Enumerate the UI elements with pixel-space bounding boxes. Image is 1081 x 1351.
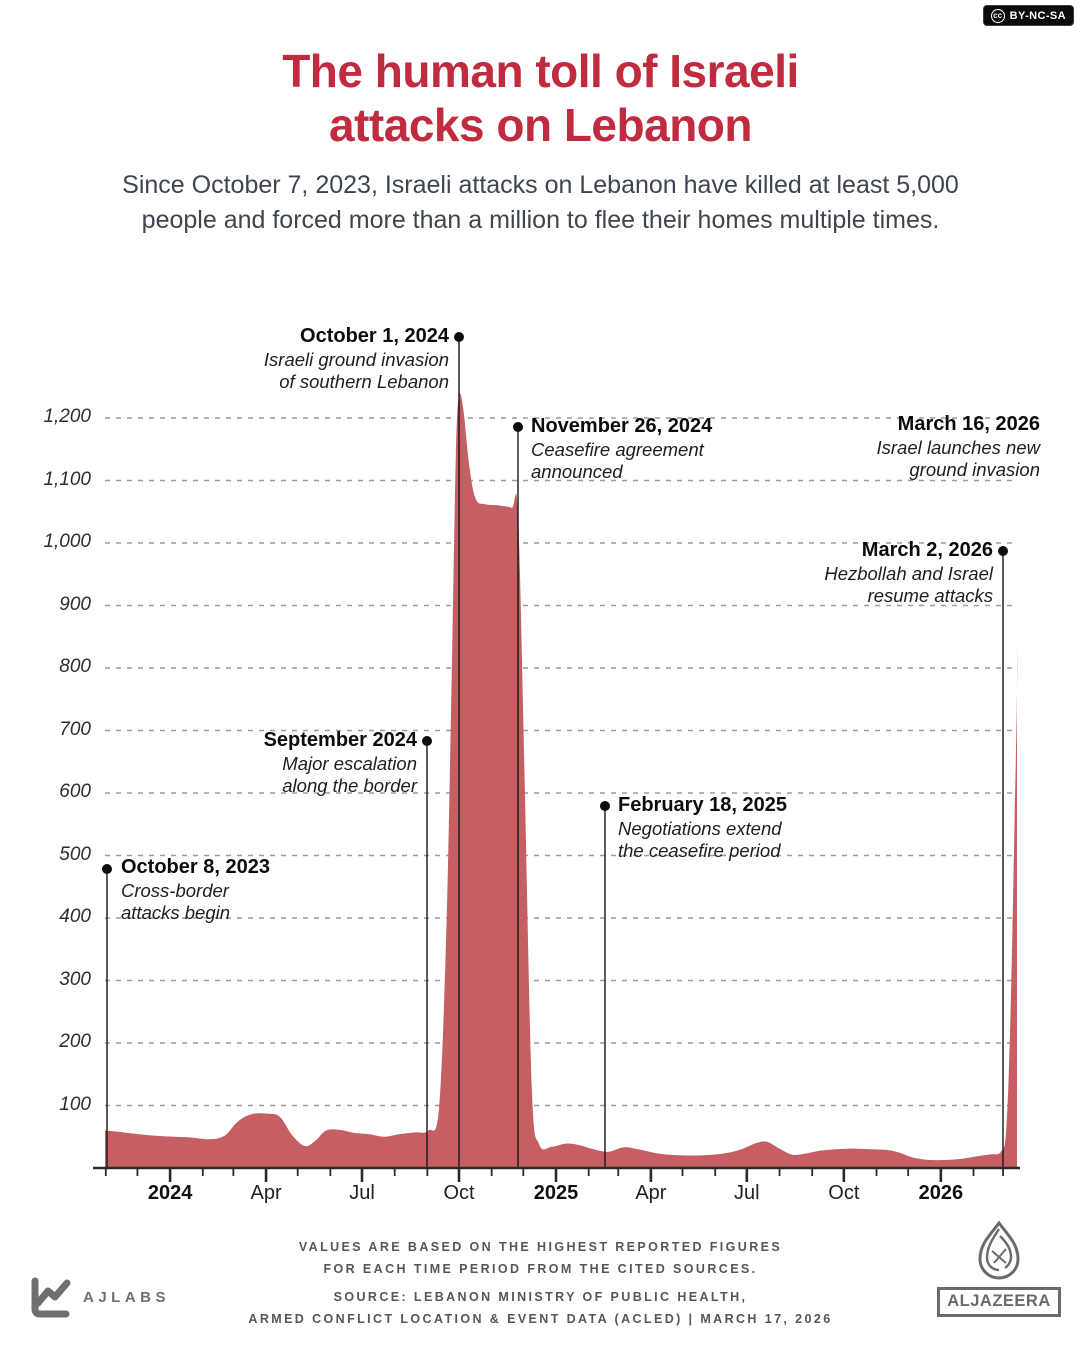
y-axis-label: 200 xyxy=(59,1031,91,1052)
annotation-text: Cross-border xyxy=(121,880,229,901)
aljazeera-logo: ALJAZEERA xyxy=(937,1221,1061,1317)
y-axis-label: 1,200 xyxy=(43,406,91,427)
y-axis-label: 1,100 xyxy=(43,468,91,490)
y-axis-label: 500 xyxy=(59,843,91,865)
annotation-text: Major escalation xyxy=(282,753,417,774)
annotation-mar2-2026: March 2, 2026 Hezbollah and Israel resume … xyxy=(824,538,993,606)
annotation-date: October 8, 2023 xyxy=(121,856,270,878)
y-axis-label: 300 xyxy=(59,968,91,990)
ajlabs-logo: AJLABS xyxy=(28,1276,170,1318)
title-line-2: attacks on Lebanon xyxy=(329,99,752,151)
annotation-oct1-2024: October 1, 2024 Israeli ground invasion of… xyxy=(264,324,449,392)
annotation-text: along the border xyxy=(282,774,417,796)
ajlabs-label: AJLABS xyxy=(83,1288,171,1306)
source-line-1: SOURCE: LEBANON MINISTRY OF PUBLIC HEALT… xyxy=(333,1290,748,1304)
annotation-text: Israeli ground invasion xyxy=(263,349,449,370)
annotation-nov26-2024: November 26, 2024 Ceasefire agreement anno… xyxy=(531,414,712,482)
y-axis-label: 400 xyxy=(59,906,91,927)
cc-license-badge[interactable]: cc BY-NC-SA xyxy=(982,5,1074,26)
subtitle-line-1: Since October 7, 2023, Israeli attacks o… xyxy=(122,171,959,199)
annotation-text: resume attacks xyxy=(867,584,993,606)
x-axis-label: Oct xyxy=(443,1182,475,1204)
cc-license-label: BY-NC-SA xyxy=(1009,9,1066,22)
y-axis-label: 900 xyxy=(59,593,91,615)
y-axis-label: 600 xyxy=(59,781,91,802)
annotation-text: Ceasefire agreement xyxy=(531,439,704,460)
x-axis-label: 2025 xyxy=(533,1182,579,1204)
x-axis-label: 2024 xyxy=(147,1182,193,1204)
y-axis-label: 800 xyxy=(59,656,91,677)
annotation-text: of southern Lebanon xyxy=(279,370,449,392)
title-line-1: The human toll of Israeli xyxy=(282,45,799,97)
y-axis-label: 1,000 xyxy=(43,531,91,552)
x-axis-label: Jul xyxy=(734,1182,760,1204)
annotation-text: announced xyxy=(531,460,623,482)
annotation-text: Israel launches new xyxy=(876,437,1040,458)
annotation-text: attacks begin xyxy=(121,901,231,923)
subtitle: Since October 7, 2023, Israeli attacks o… xyxy=(0,168,1081,238)
annotation-sep-2024: September 2024 Major escalation along the … xyxy=(264,728,417,796)
subtitle-line-2: people and forced more than a million to… xyxy=(141,206,940,234)
annotation-text: Hezbollah and Israel xyxy=(824,563,993,584)
annotation-date: October 1, 2024 xyxy=(300,325,449,347)
annotation-date: September 2024 xyxy=(263,729,417,751)
annotation-text: ground invasion xyxy=(909,458,1040,480)
y-axis-label: 700 xyxy=(59,718,91,740)
annotation-feb18-2025: February 18, 2025 Negotiations extend the … xyxy=(618,793,787,861)
page-title: The human toll of Israeli attacks on Leba… xyxy=(0,44,1081,152)
cc-icon: cc xyxy=(990,8,1005,23)
annotation-date: November 26, 2024 xyxy=(531,415,713,437)
annotation-mar16-2026: March 16, 2026 Israel launches new ground … xyxy=(876,412,1040,480)
x-axis-label: Apr xyxy=(635,1182,667,1204)
x-axis-label: Apr xyxy=(250,1182,282,1204)
annotation-text: Negotiations extend xyxy=(618,818,782,839)
values-note: VALUES ARE BASED ON THE HIGHEST REPORTED… xyxy=(0,1236,1081,1280)
annotation-date: February 18, 2025 xyxy=(618,794,787,816)
x-axis-label: Oct xyxy=(828,1182,860,1204)
source-note: SOURCE: LEBANON MINISTRY OF PUBLIC HEALT… xyxy=(0,1286,1081,1330)
annotation-oct8-2023: October 8, 2023 Cross-border attacks begin xyxy=(121,855,270,923)
annotation-text: the ceasefire period xyxy=(618,839,781,861)
x-axis-label: Jul xyxy=(349,1182,375,1204)
y-axis-label: 100 xyxy=(59,1093,91,1115)
values-note-line-1: VALUES ARE BASED ON THE HIGHEST REPORTED… xyxy=(298,1240,783,1254)
values-note-line-2: FOR EACH TIME PERIOD FROM THE CITED SOUR… xyxy=(323,1262,758,1276)
aljazeera-label: ALJAZEERA xyxy=(937,1287,1061,1317)
x-axis-label: 2026 xyxy=(918,1182,964,1204)
ajlabs-chart-icon xyxy=(31,1277,71,1318)
annotation-date: March 2, 2026 xyxy=(861,539,993,561)
aljazeera-flame-icon xyxy=(978,1221,1020,1280)
annotation-date: March 16, 2026 xyxy=(897,413,1040,435)
source-line-2: ARMED CONFLICT LOCATION & EVENT DATA (AC… xyxy=(248,1312,833,1326)
